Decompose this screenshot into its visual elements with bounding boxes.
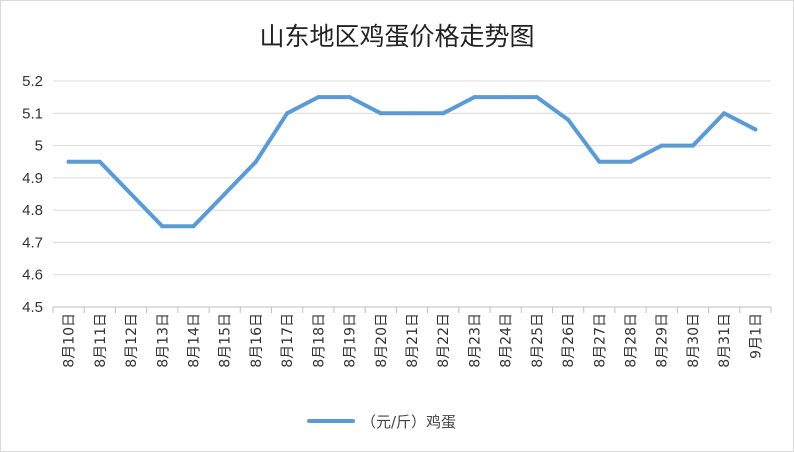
x-tick-label: 8月28日 — [624, 313, 640, 368]
gridlines — [53, 80, 771, 276]
y-tick-label: 4.7 — [22, 234, 43, 251]
x-tick-label: 8月14日 — [186, 313, 202, 368]
data-point — [659, 143, 664, 148]
data-point — [316, 95, 321, 100]
data-point — [503, 95, 508, 100]
series-line — [66, 95, 758, 229]
data-point — [534, 95, 539, 100]
x-tick-label: 8月11日 — [93, 313, 109, 368]
y-tick-label: 4.6 — [22, 267, 43, 284]
data-point — [191, 224, 196, 229]
y-tick-label: 4.9 — [22, 170, 43, 187]
data-point — [97, 159, 102, 164]
data-point — [378, 111, 383, 116]
x-tick-label: 8月30日 — [686, 313, 702, 368]
data-point — [566, 117, 571, 122]
x-tick-label: 8月10日 — [62, 313, 78, 368]
data-point — [597, 159, 602, 164]
x-tick-label: 8月19日 — [343, 313, 359, 368]
data-point — [285, 111, 290, 116]
x-tick-label: 8月22日 — [436, 313, 452, 368]
x-tick-label: 8月21日 — [405, 313, 421, 368]
data-point — [129, 192, 134, 196]
x-tick-label: 8月24日 — [499, 313, 515, 368]
data-point — [722, 111, 727, 116]
x-tick-label: 8月31日 — [717, 313, 733, 368]
y-tick-label: 5 — [35, 138, 43, 155]
x-axis-ticks: 8月10日 8月11日 8月12日 8月13日 8月14日 8月15日 8月16日 8月17日… — [62, 313, 765, 368]
data-point — [690, 143, 695, 148]
x-tick-label: 8月25日 — [530, 313, 546, 368]
y-tick-label: 5.1 — [22, 105, 43, 122]
x-tick-label: 8月29日 — [655, 313, 671, 368]
x-tick-label: 8月12日 — [124, 313, 140, 368]
y-tick-label: 4.5 — [22, 299, 43, 316]
legend: （元/斤）鸡蛋 — [307, 413, 456, 431]
data-point — [441, 111, 446, 116]
data-point — [753, 127, 758, 132]
data-point — [628, 159, 633, 164]
x-tick-label: 8月18日 — [311, 313, 327, 368]
data-point — [253, 159, 258, 164]
x-axis — [52, 306, 772, 313]
x-tick-label: 8月27日 — [592, 313, 608, 368]
chart-title: 山东地区鸡蛋价格走势图 — [259, 22, 534, 51]
x-tick-label: 8月15日 — [218, 313, 234, 368]
data-point — [160, 224, 165, 229]
legend-label: （元/斤）鸡蛋 — [361, 413, 456, 431]
x-tick-label: 8月26日 — [561, 313, 577, 368]
y-axis-ticks: 4.5 4.6 4.7 4.8 4.9 5 5.1 5.2 — [22, 73, 43, 316]
data-point — [66, 159, 71, 164]
x-tick-label: 9月1日 — [748, 313, 764, 359]
series-layer — [66, 95, 758, 229]
data-point — [410, 111, 414, 116]
y-tick-label: 4.8 — [22, 202, 43, 219]
y-tick-label: 5.2 — [22, 73, 43, 90]
x-tick-label: 8月13日 — [155, 313, 171, 368]
x-tick-label: 8月17日 — [280, 313, 296, 368]
data-point — [347, 95, 352, 100]
data-point — [222, 192, 227, 196]
data-point — [472, 95, 477, 100]
x-tick-label: 8月20日 — [374, 313, 390, 368]
x-tick-label: 8月16日 — [249, 313, 265, 368]
x-tick-label: 8月23日 — [467, 313, 483, 368]
